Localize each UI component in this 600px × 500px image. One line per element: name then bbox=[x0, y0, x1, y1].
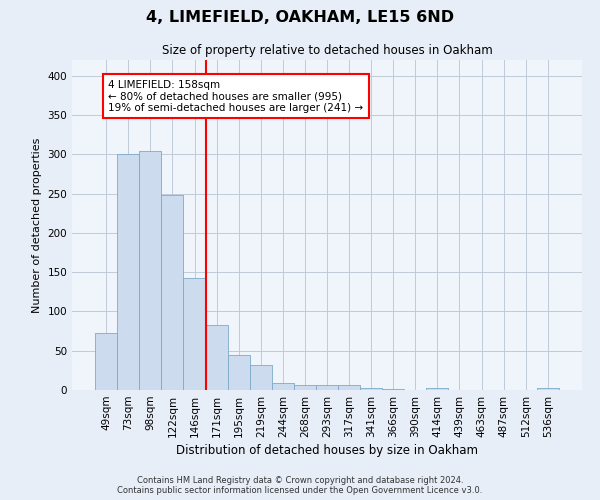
Bar bbox=[139, 151, 161, 390]
Bar bbox=[250, 365, 272, 390]
Text: 4 LIMEFIELD: 158sqm
← 80% of detached houses are smaller (995)
19% of semi-detac: 4 LIMEFIELD: 158sqm ← 80% of detached ho… bbox=[109, 80, 364, 113]
Bar bbox=[206, 325, 227, 390]
Bar bbox=[184, 278, 206, 390]
Bar bbox=[294, 386, 316, 390]
Bar bbox=[161, 195, 184, 390]
Y-axis label: Number of detached properties: Number of detached properties bbox=[32, 138, 42, 312]
Bar bbox=[316, 386, 338, 390]
Bar bbox=[117, 154, 139, 390]
Bar bbox=[360, 388, 382, 390]
Text: Contains HM Land Registry data © Crown copyright and database right 2024.
Contai: Contains HM Land Registry data © Crown c… bbox=[118, 476, 482, 495]
X-axis label: Distribution of detached houses by size in Oakham: Distribution of detached houses by size … bbox=[176, 444, 478, 457]
Bar bbox=[537, 388, 559, 390]
Bar bbox=[227, 356, 250, 390]
Bar bbox=[272, 383, 294, 390]
Bar bbox=[427, 388, 448, 390]
Bar bbox=[382, 389, 404, 390]
Title: Size of property relative to detached houses in Oakham: Size of property relative to detached ho… bbox=[161, 44, 493, 58]
Text: 4, LIMEFIELD, OAKHAM, LE15 6ND: 4, LIMEFIELD, OAKHAM, LE15 6ND bbox=[146, 10, 454, 25]
Bar bbox=[338, 386, 360, 390]
Bar bbox=[95, 334, 117, 390]
